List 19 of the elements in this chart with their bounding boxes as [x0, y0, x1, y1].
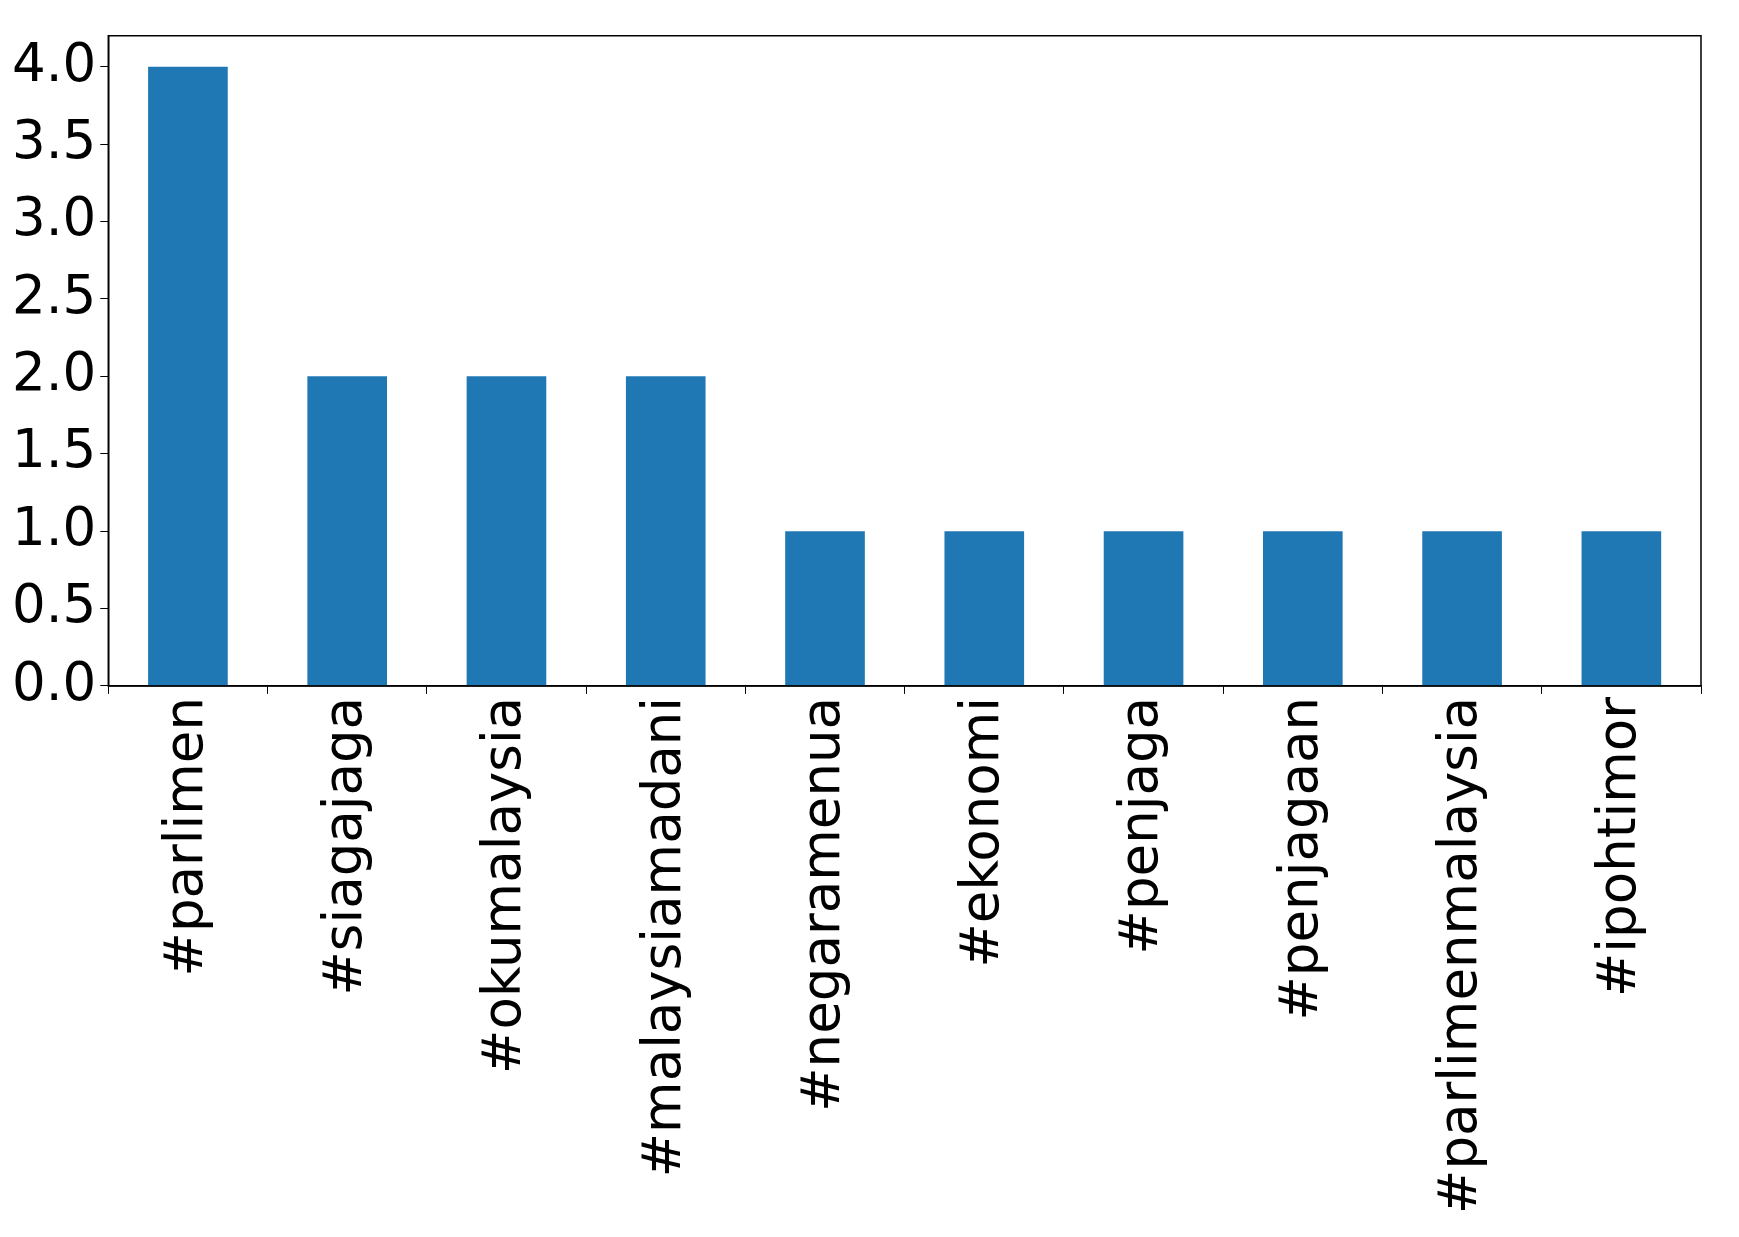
y-tick-label: 4.0	[11, 31, 97, 93]
x-tick-label: #penjaga	[1108, 696, 1170, 955]
y-tick-label: 1.0	[11, 495, 97, 557]
y-tick-label: 3.5	[11, 108, 97, 170]
x-tick-label: #negaramenua	[789, 696, 851, 1112]
x-tick-label: #ipohtimor	[1586, 696, 1648, 998]
x-tick-label: #parlimenmalaysia	[1426, 696, 1488, 1215]
x-tick-label: #parlimen	[152, 696, 214, 977]
y-tick-label: 1.5	[11, 418, 97, 480]
x-tick-label: #penjagaan	[1267, 696, 1329, 1021]
y-tick-label: 0.0	[11, 650, 97, 712]
x-tick-label: #malaysiamadani	[630, 696, 692, 1178]
x-tick-label: #okumalaysia	[471, 696, 533, 1074]
y-tick-label: 3.0	[11, 186, 97, 248]
y-tick-label: 0.5	[11, 573, 97, 635]
y-tick-label: 2.5	[11, 263, 97, 325]
x-tick-label: #siagajaga	[311, 696, 373, 996]
y-tick-label: 2.0	[11, 341, 97, 403]
x-tick-label: #ekonomi	[949, 696, 1011, 968]
